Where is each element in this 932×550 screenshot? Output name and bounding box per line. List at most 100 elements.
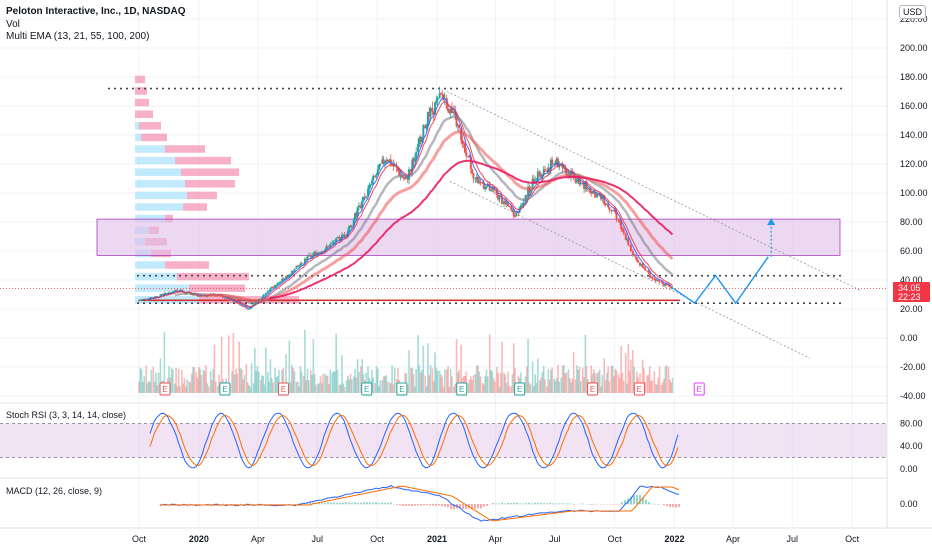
candle-body xyxy=(574,178,577,183)
candle-body xyxy=(343,234,346,237)
earnings-marker[interactable] xyxy=(633,382,645,396)
macd-histogram-bar xyxy=(360,502,362,505)
candle-body xyxy=(313,252,316,254)
volume-bar xyxy=(275,377,278,393)
macd-histogram-bar xyxy=(243,504,245,505)
candle-body xyxy=(658,280,661,282)
candle-body xyxy=(325,246,328,250)
volume-bar xyxy=(472,375,475,393)
macd-line xyxy=(159,484,680,522)
volume-bar xyxy=(585,366,588,393)
volume-bar xyxy=(663,378,665,393)
macd-histogram-bar xyxy=(231,503,233,505)
volume-bar xyxy=(248,384,250,393)
volume-bar xyxy=(312,339,315,393)
volume-bar xyxy=(252,383,255,393)
candle-body xyxy=(442,94,445,99)
volume-bar xyxy=(671,377,674,393)
earnings-marker[interactable] xyxy=(456,382,468,396)
volume-bar xyxy=(233,374,236,393)
earnings-marker[interactable] xyxy=(396,382,408,396)
volume-bar xyxy=(654,384,657,393)
volume-bar xyxy=(198,366,200,393)
volume-bar xyxy=(442,386,445,393)
svg-text:E: E xyxy=(517,385,522,394)
macd-histogram-bar xyxy=(357,502,359,505)
volume-bar xyxy=(179,385,181,393)
macd-histogram-bar xyxy=(552,503,554,505)
candle-body xyxy=(472,173,475,179)
macd-histogram-bar xyxy=(654,504,656,505)
candle-body xyxy=(519,205,522,208)
macd-histogram-bar xyxy=(351,502,353,505)
volume-bar xyxy=(263,384,266,393)
volume-bar xyxy=(624,352,627,393)
ema-line-200 xyxy=(268,159,674,300)
volume-bar xyxy=(250,362,253,393)
candle-body xyxy=(581,182,584,185)
volume-bar xyxy=(604,380,607,393)
volume-bar xyxy=(660,384,663,393)
macd-histogram-bar xyxy=(450,504,452,509)
volume-bar xyxy=(269,359,272,393)
earnings-marker[interactable] xyxy=(693,382,705,396)
volume-bar xyxy=(422,345,425,393)
candle-body xyxy=(641,263,644,268)
volume-bar xyxy=(239,367,242,393)
macd-histogram-bar xyxy=(387,502,389,505)
candle-body xyxy=(341,234,344,240)
x-tick-label: Oct xyxy=(132,534,147,544)
profile-bar-down xyxy=(185,180,235,188)
profile-bar-down xyxy=(175,156,231,165)
candle-body xyxy=(231,299,234,301)
volume-bar xyxy=(285,354,287,393)
candle-body xyxy=(447,108,450,112)
candle-body xyxy=(227,297,230,301)
volume-bar xyxy=(425,386,428,393)
macd-histogram-bar xyxy=(417,504,419,506)
volume-bar xyxy=(243,375,246,393)
profile-bar-up xyxy=(135,272,177,281)
earnings-marker[interactable] xyxy=(159,382,171,396)
candle-body xyxy=(268,290,271,292)
macd-histogram-bar xyxy=(270,504,272,505)
volume-bar xyxy=(434,352,436,393)
candle-body xyxy=(612,210,615,212)
candle-body xyxy=(608,207,611,210)
candle-body xyxy=(422,125,425,137)
currency-button[interactable]: USD xyxy=(898,5,926,19)
candle-body xyxy=(141,299,144,301)
volume-bar xyxy=(583,377,585,393)
candle-body xyxy=(226,297,229,299)
candle-body xyxy=(435,100,438,103)
volume-bar xyxy=(424,375,427,393)
candle-body xyxy=(369,184,372,186)
volume-bar xyxy=(322,374,324,393)
volume-bar xyxy=(318,383,321,393)
earnings-marker[interactable] xyxy=(361,382,373,396)
candle-body xyxy=(514,216,517,218)
candle-body xyxy=(426,111,429,126)
stoch-d-line xyxy=(149,414,679,467)
macd-histogram-bar xyxy=(543,503,545,505)
volume-bar xyxy=(139,367,142,393)
profile-bar-up xyxy=(135,261,165,269)
volume-bar xyxy=(529,384,532,393)
candle-body xyxy=(293,268,296,273)
earnings-marker[interactable] xyxy=(219,382,231,396)
volume-bar xyxy=(276,376,279,393)
candle-body xyxy=(270,286,273,289)
volume-bar xyxy=(508,385,511,393)
macd-histogram-bar xyxy=(579,503,581,505)
earnings-marker[interactable] xyxy=(514,382,526,396)
volume-bar xyxy=(548,379,551,393)
volume-bar xyxy=(259,379,262,393)
y-tick-label: 60.00 xyxy=(900,246,923,256)
volume-bar xyxy=(185,386,187,393)
volume-bar xyxy=(474,374,477,393)
earnings-marker[interactable] xyxy=(277,382,289,396)
candle-body xyxy=(223,297,226,299)
volume-bar xyxy=(214,381,217,393)
earnings-marker[interactable] xyxy=(587,382,599,396)
